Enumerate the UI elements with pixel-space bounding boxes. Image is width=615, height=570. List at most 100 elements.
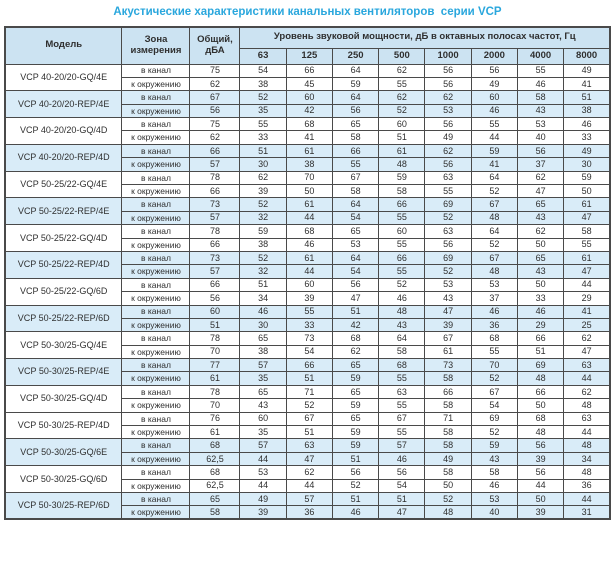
table-row: VCP 50-25/22-REP/4D в канал 73 52 61 64 66 69 67…: [4, 250, 611, 279]
spl-value-cell: 67: [470, 384, 518, 400]
spl-value-cell: 36: [470, 317, 518, 333]
spl-value-cell: 66: [516, 331, 565, 346]
model-cell: VCP 40-20/20-GQ/4D: [4, 117, 123, 145]
spl-value-cell: 41: [563, 304, 611, 319]
spl-value-cell: 60: [285, 277, 333, 293]
page-title: Акустические характеристики канальных ве…: [113, 6, 502, 18]
zone-cell: к окружению: [121, 451, 191, 467]
spl-value-cell: 58: [516, 90, 565, 105]
table-row: VCP 40-20/20-GQ/4E в канал 75 54 66 64 62 56 56 5…: [4, 63, 611, 92]
model-cell: VCP 40-20/20-REP/4E: [4, 90, 123, 119]
spl-value-cell: 54: [285, 344, 333, 360]
model-cell: VCP 50-30/25-GQ/4E: [4, 331, 123, 360]
spl-value-cell: 31: [563, 505, 611, 520]
spl-value-cell: 46: [470, 478, 518, 494]
total-dba-cell: 78: [189, 331, 241, 346]
total-dba-cell: 58: [189, 505, 241, 520]
spl-value-cell: 70: [470, 358, 518, 373]
spl-value-cell: 52: [378, 277, 426, 293]
zone-cell: в канал: [121, 438, 191, 453]
spl-value-cell: 52: [470, 425, 518, 440]
spl-value-cell: 54: [331, 264, 380, 279]
spl-value-cell: 41: [470, 157, 518, 172]
total-dba-cell: 51: [189, 317, 241, 333]
spl-value-cell: 54: [378, 478, 426, 494]
total-dba-cell: 56: [189, 103, 241, 119]
spl-value-cell: 66: [424, 384, 472, 400]
spl-value-cell: 67: [424, 331, 472, 346]
zone-cell: к окружению: [121, 425, 191, 440]
total-dba-cell: 66: [189, 277, 241, 293]
spl-value-cell: 58: [331, 130, 380, 145]
spl-value-cell: 68: [285, 224, 333, 239]
spl-value-cell: 63: [378, 384, 426, 400]
spl-value-cell: 62: [516, 170, 565, 186]
spl-value-cell: 51: [331, 491, 380, 507]
spl-value-cell: 64: [331, 90, 380, 105]
freq-header-1000: 1000: [424, 47, 472, 65]
spl-value-cell: 56: [424, 157, 472, 172]
total-dba-cell: 78: [189, 170, 241, 186]
spl-value-cell: 71: [285, 384, 333, 400]
table-header: Модель Зона измерения Общий, дБА Уровень…: [4, 26, 611, 65]
spl-value-cell: 53: [424, 103, 472, 119]
zone-cell: в канал: [121, 170, 191, 186]
spl-value-cell: 56: [424, 76, 472, 92]
zone-cell: к окружению: [121, 184, 191, 199]
spl-value-cell: 46: [516, 76, 565, 92]
spl-value-cell: 60: [285, 90, 333, 105]
spl-value-cell: 69: [424, 250, 472, 266]
spl-value-cell: 55: [378, 237, 426, 252]
spl-value-cell: 44: [470, 130, 518, 145]
zone-cell: в канал: [121, 491, 191, 507]
model-cell: VCP 50-30/25-REP/4D: [4, 411, 123, 440]
spl-value-cell: 44: [285, 478, 333, 494]
zone-cell: к окружению: [121, 157, 191, 172]
spl-value-cell: 44: [563, 491, 611, 507]
spl-value-cell: 35: [239, 371, 287, 386]
spl-value-cell: 49: [239, 491, 287, 507]
zone-cell: к окружению: [121, 398, 191, 413]
spl-value-cell: 30: [239, 317, 287, 333]
spl-value-cell: 55: [470, 117, 518, 132]
zone-cell: к окружению: [121, 76, 191, 92]
spl-value-cell: 56: [516, 465, 565, 480]
spl-value-cell: 63: [563, 411, 611, 427]
spl-value-cell: 61: [285, 143, 333, 159]
spl-value-cell: 52: [470, 184, 518, 199]
spl-value-cell: 44: [239, 478, 287, 494]
table-row: к окружению 56 34 39 47 46 43 37 33 29: [5, 291, 611, 306]
spl-value-cell: 52: [470, 237, 518, 252]
spl-value-cell: 55: [563, 237, 611, 252]
zone-cell: в канал: [121, 277, 191, 293]
spl-value-cell: 39: [516, 505, 565, 520]
spl-value-cell: 36: [285, 505, 333, 520]
spl-value-cell: 48: [424, 505, 472, 520]
total-dba-cell: 65: [189, 491, 241, 507]
spl-value-cell: 60: [378, 224, 426, 239]
spl-value-cell: 49: [424, 130, 472, 145]
model-cell: VCP 50-25/22-GQ/4E: [4, 170, 123, 199]
spl-value-cell: 41: [285, 130, 333, 145]
spl-value-cell: 63: [285, 438, 333, 453]
spl-value-cell: 43: [239, 398, 287, 413]
spl-value-cell: 48: [516, 371, 565, 386]
table-row: к окружению 58 39 36 46 47 48 40 39 31: [5, 505, 611, 520]
spl-value-cell: 39: [516, 451, 565, 467]
spl-value-cell: 51: [378, 491, 426, 507]
spl-value-cell: 46: [516, 304, 565, 319]
spl-value-cell: 54: [239, 63, 287, 78]
spl-value-cell: 50: [516, 277, 565, 293]
spl-value-cell: 56: [516, 143, 565, 159]
spl-value-cell: 52: [424, 210, 472, 226]
spl-value-cell: 62: [563, 331, 611, 346]
spl-value-cell: 51: [331, 304, 380, 319]
zone-cell: в канал: [121, 143, 191, 159]
zone-cell: в канал: [121, 90, 191, 105]
zone-cell: к окружению: [121, 291, 191, 306]
spl-value-cell: 50: [516, 491, 565, 507]
spl-value-cell: 65: [239, 331, 287, 346]
spl-value-cell: 55: [378, 371, 426, 386]
spl-value-cell: 68: [285, 117, 333, 132]
total-dba-cell: 60: [189, 304, 241, 319]
